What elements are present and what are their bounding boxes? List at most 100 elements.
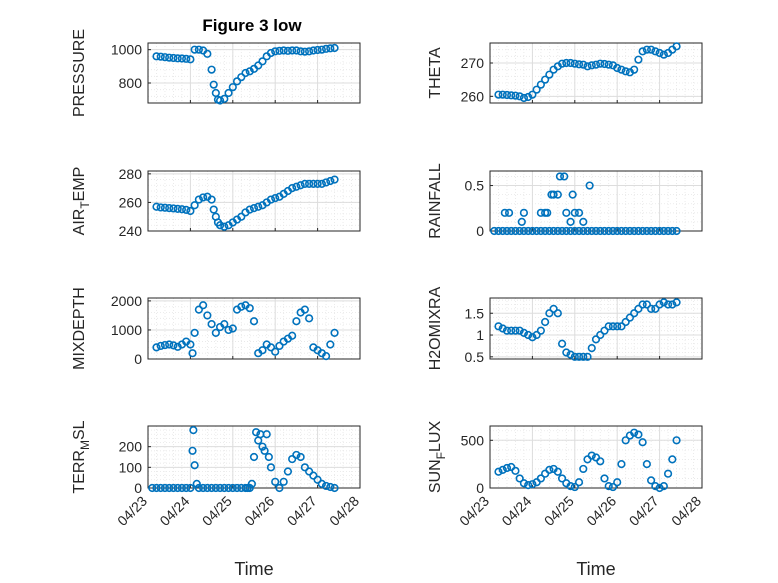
data-point: [224, 325, 233, 335]
data-point: [283, 46, 293, 55]
y-tick-label: 500: [461, 432, 485, 448]
x-tick-label: 04/23: [456, 493, 492, 529]
data-point: [249, 317, 259, 326]
data-point: [209, 80, 218, 89]
data-point: [199, 483, 208, 493]
data-point: [190, 45, 199, 54]
data-point: [326, 340, 335, 349]
data-point: [532, 330, 541, 340]
data-point: [600, 226, 609, 236]
data-point: [519, 93, 529, 103]
data-point: [549, 304, 558, 313]
data-point: [553, 190, 562, 199]
data-point: [659, 298, 668, 307]
data-point: [553, 467, 562, 476]
axes-frame: [489, 42, 703, 104]
data-point: [579, 217, 588, 227]
data-point: [271, 477, 280, 486]
data-point: [241, 68, 250, 78]
data-point: [557, 339, 567, 348]
data-point: [663, 300, 673, 309]
data-point: [330, 43, 339, 53]
data-point: [519, 328, 529, 337]
data-point: [156, 483, 165, 493]
data-point: [536, 326, 545, 335]
y-tick-label: 200: [119, 439, 143, 455]
y-tick-label: 1000: [111, 42, 142, 58]
data-point: [515, 92, 524, 101]
y-axis-label: SUNFLUX: [427, 421, 448, 494]
data-point: [490, 226, 499, 236]
data-point: [296, 181, 305, 190]
data-point: [305, 179, 314, 188]
y-tick-label: 0.5: [465, 178, 485, 194]
data-point: [596, 59, 605, 68]
data-point: [519, 226, 529, 236]
data-point: [613, 478, 622, 487]
data-point: [604, 60, 613, 69]
data-point: [199, 193, 208, 202]
data-point: [515, 474, 524, 483]
data-point: [237, 73, 246, 82]
data-point: [292, 317, 301, 326]
data-point: [591, 226, 601, 236]
data-point: [190, 201, 199, 210]
data-point: [321, 178, 331, 187]
data-point: [604, 322, 613, 331]
y-axis-label: AIRTEMP: [71, 167, 92, 236]
data-point: [224, 88, 233, 98]
data-point: [326, 176, 335, 186]
data-point: [532, 226, 541, 236]
data-point: [228, 83, 237, 92]
panel-sun-flux: 0 500 SUNFLUX 04/23 04/24 04/25 04/26 04/27 04/2…: [427, 421, 704, 579]
data-point: [587, 226, 596, 236]
data-point: [494, 467, 503, 476]
data-point: [188, 446, 197, 455]
data-point: [672, 42, 681, 51]
data-point: [305, 467, 314, 476]
data-point: [275, 483, 284, 493]
data-point: [296, 47, 305, 56]
data-point: [617, 460, 626, 469]
y-tick-label: 800: [119, 75, 143, 91]
data-point: [190, 461, 199, 470]
data-point: [232, 483, 242, 493]
data-point: [148, 483, 157, 493]
data-point: [545, 465, 554, 474]
data-point: [608, 322, 618, 331]
data-point: [579, 464, 588, 474]
data-point: [574, 226, 584, 236]
data-point: [500, 208, 509, 217]
y-tick-label: 2000: [111, 293, 142, 309]
data-point: [266, 48, 276, 58]
data-point: [651, 226, 660, 236]
data-point: [245, 483, 254, 493]
data-point: [279, 46, 288, 55]
data-point: [182, 483, 191, 493]
data-point: [566, 481, 575, 491]
data-point: [583, 352, 592, 361]
data-point: [630, 309, 639, 318]
data-point: [557, 474, 567, 483]
data-point: [258, 57, 267, 66]
data-point: [672, 436, 681, 445]
data-point: [502, 463, 512, 473]
data-point: [309, 46, 318, 55]
data-point: [621, 67, 630, 76]
data-point: [192, 479, 201, 488]
data-point: [271, 194, 280, 203]
data-point: [173, 204, 182, 213]
data-point: [177, 54, 187, 63]
data-point: [309, 471, 318, 480]
data-point: [152, 483, 161, 493]
x-tick-label: 04/26: [241, 493, 277, 529]
data-point: [638, 438, 647, 447]
data-point: [524, 330, 533, 340]
data-point: [528, 90, 537, 99]
data-point: [524, 481, 533, 490]
data-point: [211, 483, 220, 493]
data-point: [621, 226, 630, 236]
data-point: [566, 58, 575, 68]
data-point: [511, 91, 520, 100]
data-point: [617, 65, 626, 74]
